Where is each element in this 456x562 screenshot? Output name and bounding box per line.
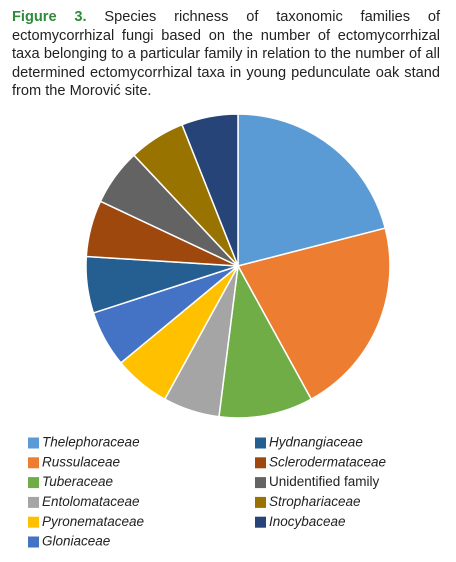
legend-swatch (28, 477, 39, 489)
legend-swatch (28, 516, 39, 528)
pie-slice (181, 113, 239, 267)
legend-label: Pyronemataceae (42, 514, 144, 529)
legend-swatch (255, 437, 266, 449)
caption-text: Species richness of taxonomic families o… (12, 9, 440, 100)
legend-label: Unidentified family (269, 474, 380, 489)
legend-swatch (28, 457, 39, 469)
legend-swatch (28, 496, 39, 508)
legend-swatch (255, 457, 266, 469)
legend-swatch (255, 516, 266, 528)
pie-slice (218, 263, 313, 419)
legend-label: Russulaceae (42, 454, 120, 469)
legend-label: Inocybaceae (269, 514, 346, 529)
legend-swatch (28, 437, 39, 449)
figure-label: Figure 3. (12, 9, 87, 25)
legend-label: Strophariaceae (269, 494, 361, 509)
legend-label: Hydnangiaceae (269, 435, 363, 450)
legend-label: Gloniaceae (42, 534, 110, 549)
caption: Figure 3. Species richness of taxonomic … (12, 8, 440, 101)
legend-label: Sclerodermataceae (269, 454, 386, 469)
legend-swatch (255, 477, 266, 489)
legend-swatch (28, 536, 39, 548)
legend-label: Entolomataceae (42, 494, 140, 509)
pie-slice (236, 227, 391, 401)
legend-label: Tuberaceae (42, 474, 113, 489)
legend-label: Thelephoraceae (42, 435, 140, 450)
pie-slice (237, 113, 387, 267)
legend-swatch (255, 496, 266, 508)
